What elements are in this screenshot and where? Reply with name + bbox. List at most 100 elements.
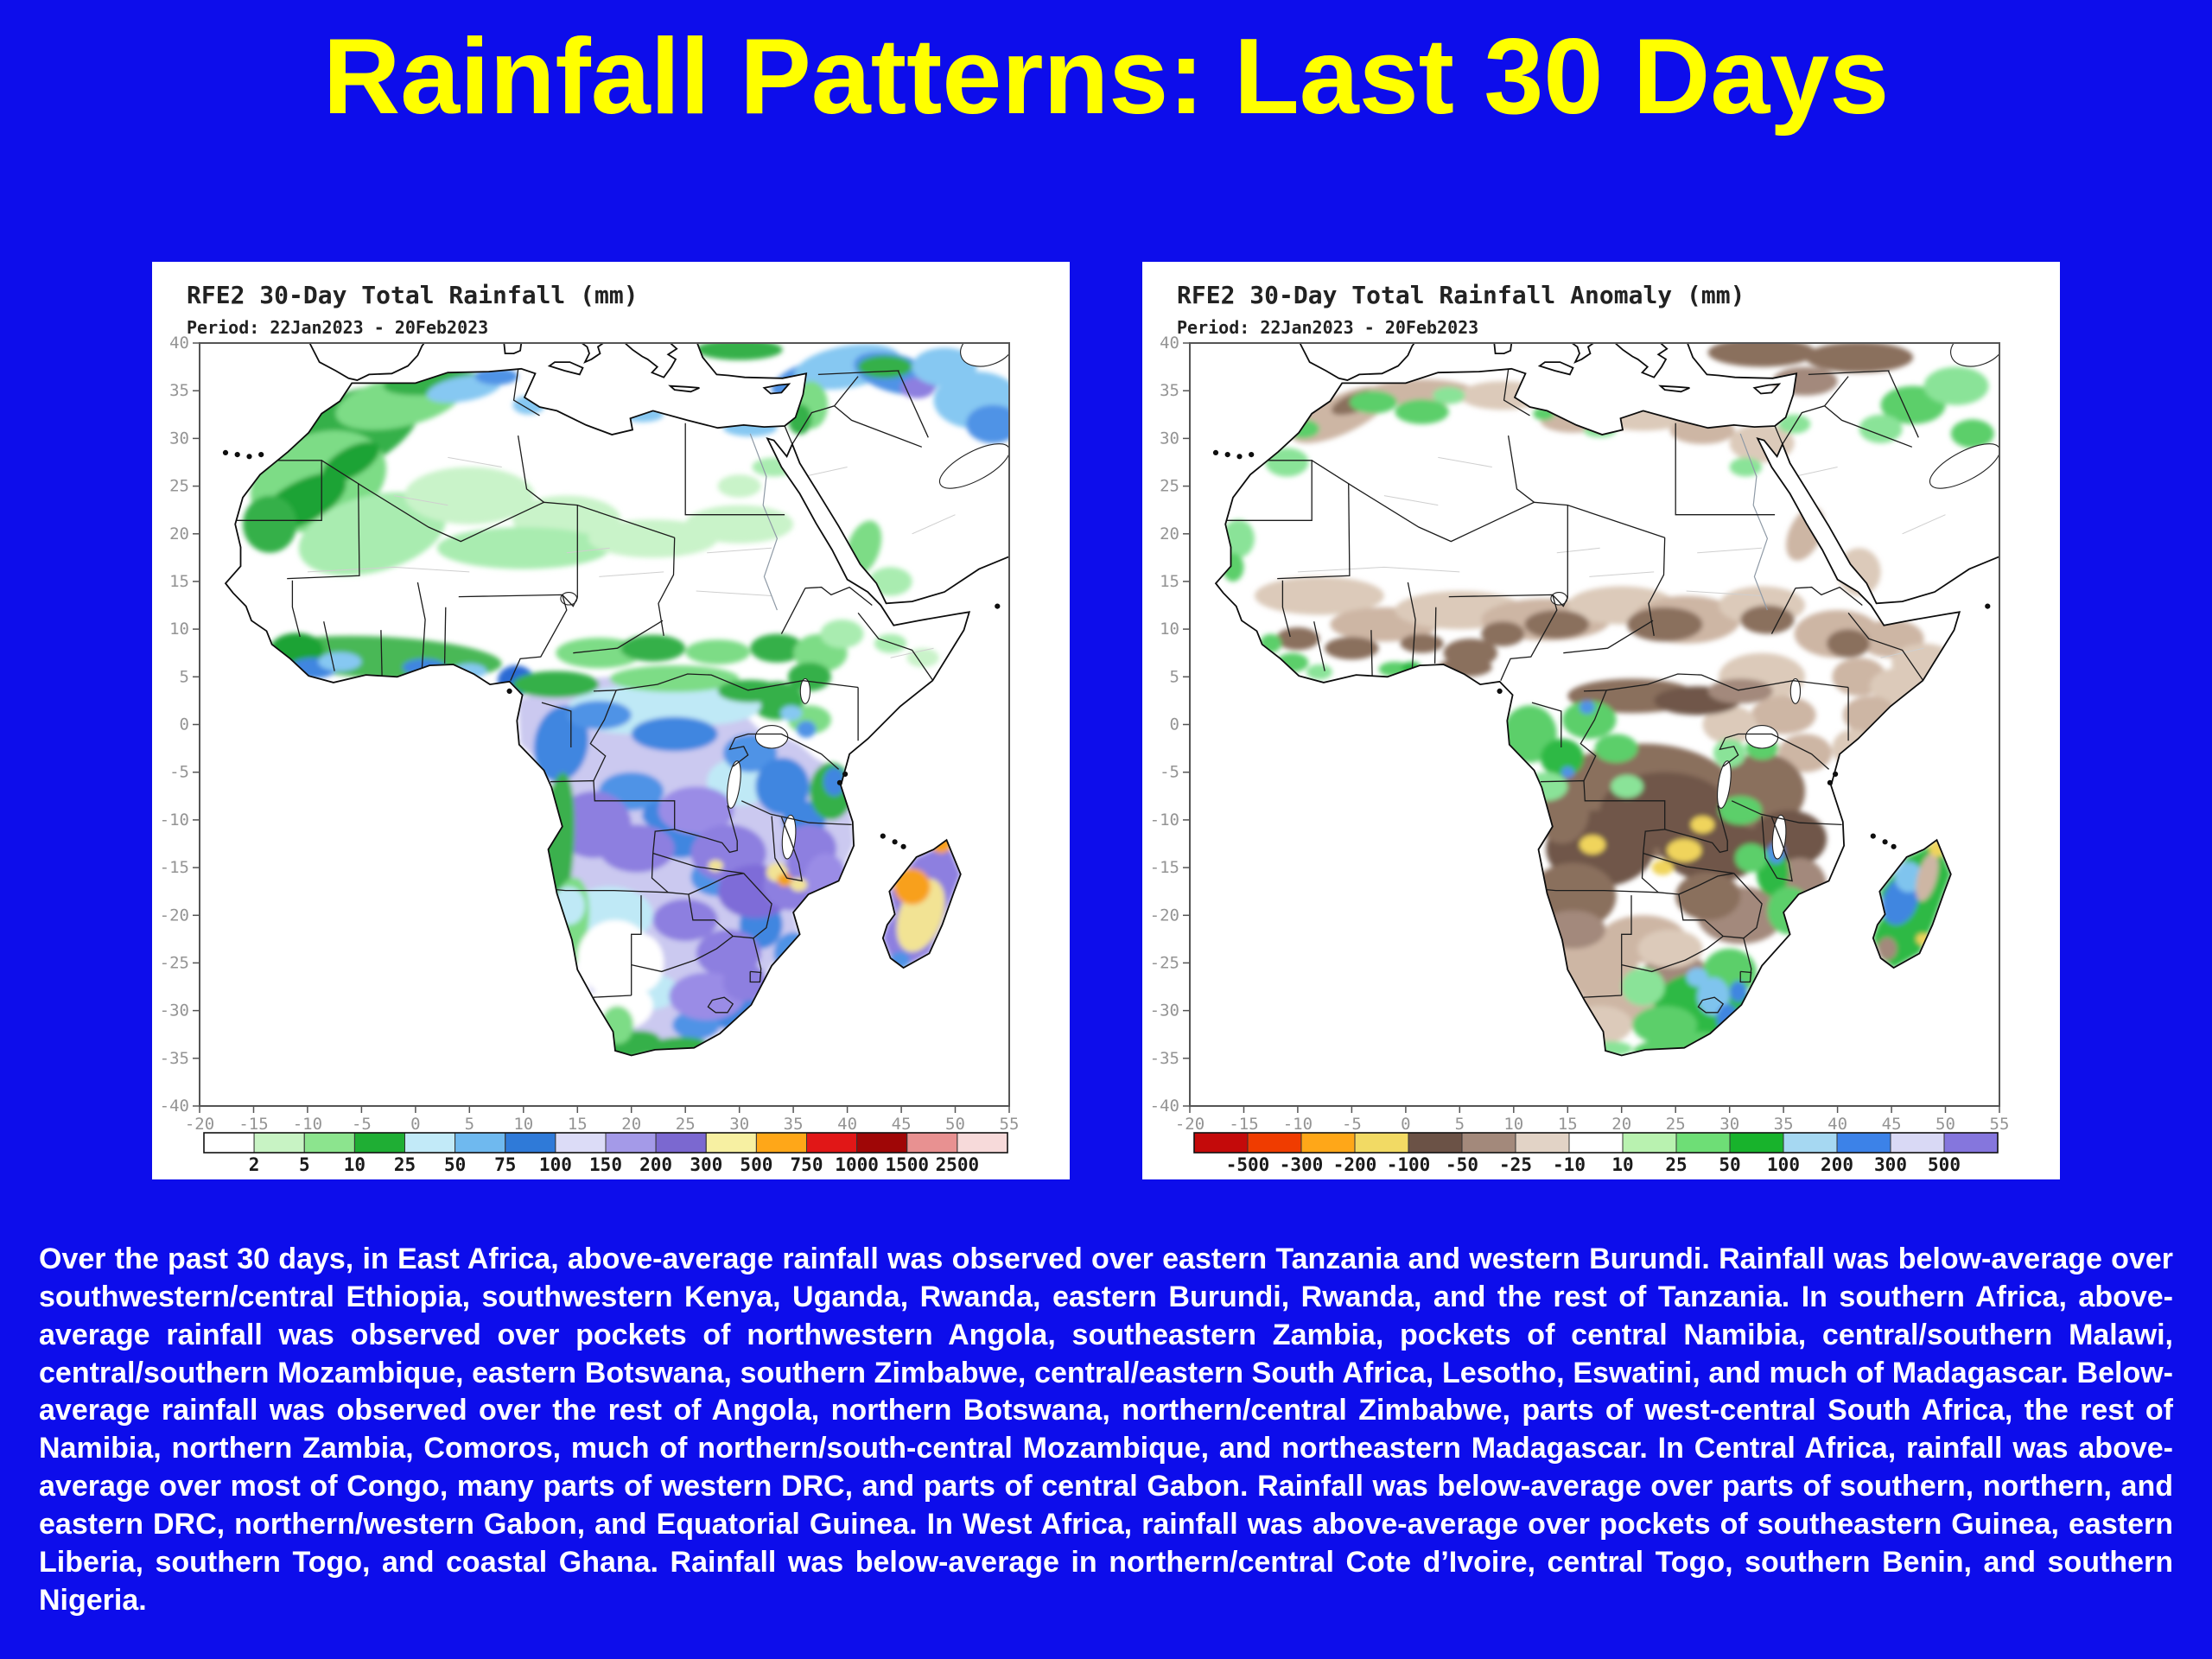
svg-text:-40: -40: [160, 1096, 189, 1116]
svg-text:-10: -10: [1553, 1154, 1586, 1175]
svg-text:35: 35: [784, 1115, 804, 1134]
svg-text:25: 25: [1160, 477, 1179, 496]
svg-text:75: 75: [494, 1154, 516, 1175]
colorbar: -500 -300 -200 -100 -50 -25 -10 10 25 50 100 200 300…: [1193, 1132, 1999, 1175]
svg-text:-50: -50: [1446, 1154, 1478, 1175]
map-period: Period: 22Jan2023 - 20Feb2023: [187, 317, 489, 338]
axis-ticks: -20 -15 -10 -5 0 5 10 15 20 25 30 35 40 45 50 554035302…: [160, 334, 1020, 1134]
svg-text:-25: -25: [1150, 953, 1179, 972]
svg-text:30: 30: [169, 429, 189, 448]
svg-text:5: 5: [180, 667, 189, 686]
svg-text:25: 25: [169, 477, 189, 496]
svg-text:25: 25: [394, 1154, 416, 1175]
svg-text:55: 55: [1000, 1115, 1020, 1134]
summary-paragraph: Over the past 30 days, in East Africa, a…: [39, 1243, 2173, 1617]
country-borders: [1223, 369, 1925, 1014]
svg-text:2500: 2500: [936, 1154, 980, 1175]
svg-text:-500: -500: [1226, 1154, 1270, 1175]
svg-text:55: 55: [1990, 1115, 2010, 1134]
svg-text:300: 300: [1874, 1154, 1907, 1175]
svg-text:-5: -5: [1342, 1115, 1362, 1134]
svg-text:35: 35: [169, 381, 189, 400]
svg-text:0: 0: [1170, 715, 1179, 734]
svg-text:0: 0: [180, 715, 189, 734]
svg-text:20: 20: [1160, 524, 1179, 543]
svg-text:-40: -40: [1150, 1096, 1179, 1116]
svg-text:500: 500: [1928, 1154, 1961, 1175]
svg-text:100: 100: [539, 1154, 572, 1175]
svg-text:-300: -300: [1280, 1154, 1324, 1175]
svg-text:-30: -30: [160, 1001, 189, 1020]
svg-text:1000: 1000: [835, 1154, 879, 1175]
svg-text:-20: -20: [1175, 1115, 1205, 1134]
svg-text:45: 45: [892, 1115, 912, 1134]
svg-text:-15: -15: [1229, 1115, 1258, 1134]
svg-text:-25: -25: [1499, 1154, 1532, 1175]
admin-borders: [307, 433, 956, 658]
svg-text:-10: -10: [160, 810, 189, 830]
admin-borders: [1297, 433, 1946, 658]
svg-text:5: 5: [465, 1115, 474, 1134]
svg-text:300: 300: [690, 1154, 722, 1175]
country-borders: [232, 369, 935, 1014]
coastline: [222, 342, 1010, 1057]
svg-text:-30: -30: [1150, 1001, 1179, 1020]
svg-text:30: 30: [729, 1115, 749, 1134]
svg-text:50: 50: [444, 1154, 466, 1175]
rainfall-total-panel: RFE2 30-Day Total Rainfall (mm) Period: …: [152, 262, 1070, 1179]
svg-text:10: 10: [513, 1115, 533, 1134]
svg-text:50: 50: [1936, 1115, 1955, 1134]
svg-text:-25: -25: [160, 953, 189, 972]
svg-text:-20: -20: [160, 906, 189, 925]
svg-text:25: 25: [676, 1115, 696, 1134]
svg-text:30: 30: [1719, 1115, 1739, 1134]
svg-text:5: 5: [299, 1154, 310, 1175]
svg-text:-200: -200: [1333, 1154, 1377, 1175]
map-panels-row: RFE2 30-Day Total Rainfall (mm) Period: …: [152, 262, 2060, 1179]
svg-text:10: 10: [344, 1154, 365, 1175]
coastline: [1212, 342, 2000, 1057]
svg-text:-10: -10: [293, 1115, 322, 1134]
svg-text:40: 40: [837, 1115, 857, 1134]
svg-text:20: 20: [621, 1115, 641, 1134]
svg-text:25: 25: [1666, 1115, 1686, 1134]
svg-text:1500: 1500: [886, 1154, 930, 1175]
svg-text:-5: -5: [352, 1115, 372, 1134]
svg-text:40: 40: [169, 334, 189, 353]
map-period: Period: 22Jan2023 - 20Feb2023: [1177, 317, 1479, 338]
svg-text:150: 150: [589, 1154, 622, 1175]
svg-text:0: 0: [410, 1115, 420, 1134]
svg-text:200: 200: [1821, 1154, 1853, 1175]
svg-text:45: 45: [1882, 1115, 1902, 1134]
svg-text:35: 35: [1160, 381, 1179, 400]
colorbar: 2 5 10 25 50 75 100 150 200 300 500 750 1000 1500 2500: [203, 1132, 1008, 1175]
svg-text:-20: -20: [185, 1115, 214, 1134]
svg-text:15: 15: [1160, 572, 1179, 591]
svg-text:-5: -5: [169, 763, 189, 782]
svg-text:5: 5: [1170, 667, 1179, 686]
map-title: RFE2 30-Day Total Rainfall Anomaly (mm): [1177, 281, 1745, 309]
svg-text:30: 30: [1160, 429, 1179, 448]
svg-text:10: 10: [1160, 620, 1179, 639]
svg-text:50: 50: [945, 1115, 965, 1134]
svg-text:500: 500: [740, 1154, 772, 1175]
svg-text:-15: -15: [238, 1115, 268, 1134]
svg-text:-15: -15: [1150, 858, 1179, 877]
lakes: [1550, 343, 1999, 860]
svg-text:-35: -35: [1150, 1049, 1179, 1068]
svg-text:200: 200: [639, 1154, 672, 1175]
svg-text:750: 750: [791, 1154, 823, 1175]
svg-text:100: 100: [1767, 1154, 1800, 1175]
map-title: RFE2 30-Day Total Rainfall (mm): [187, 281, 639, 309]
svg-text:15: 15: [568, 1115, 588, 1134]
svg-text:35: 35: [1774, 1115, 1794, 1134]
svg-text:15: 15: [169, 572, 189, 591]
svg-text:0: 0: [1401, 1115, 1410, 1134]
svg-text:15: 15: [1558, 1115, 1578, 1134]
svg-text:5: 5: [1455, 1115, 1465, 1134]
svg-text:25: 25: [1665, 1154, 1687, 1175]
lakes: [560, 343, 1009, 860]
svg-text:10: 10: [1503, 1115, 1523, 1134]
svg-text:10: 10: [1611, 1154, 1633, 1175]
svg-text:-5: -5: [1160, 763, 1179, 782]
